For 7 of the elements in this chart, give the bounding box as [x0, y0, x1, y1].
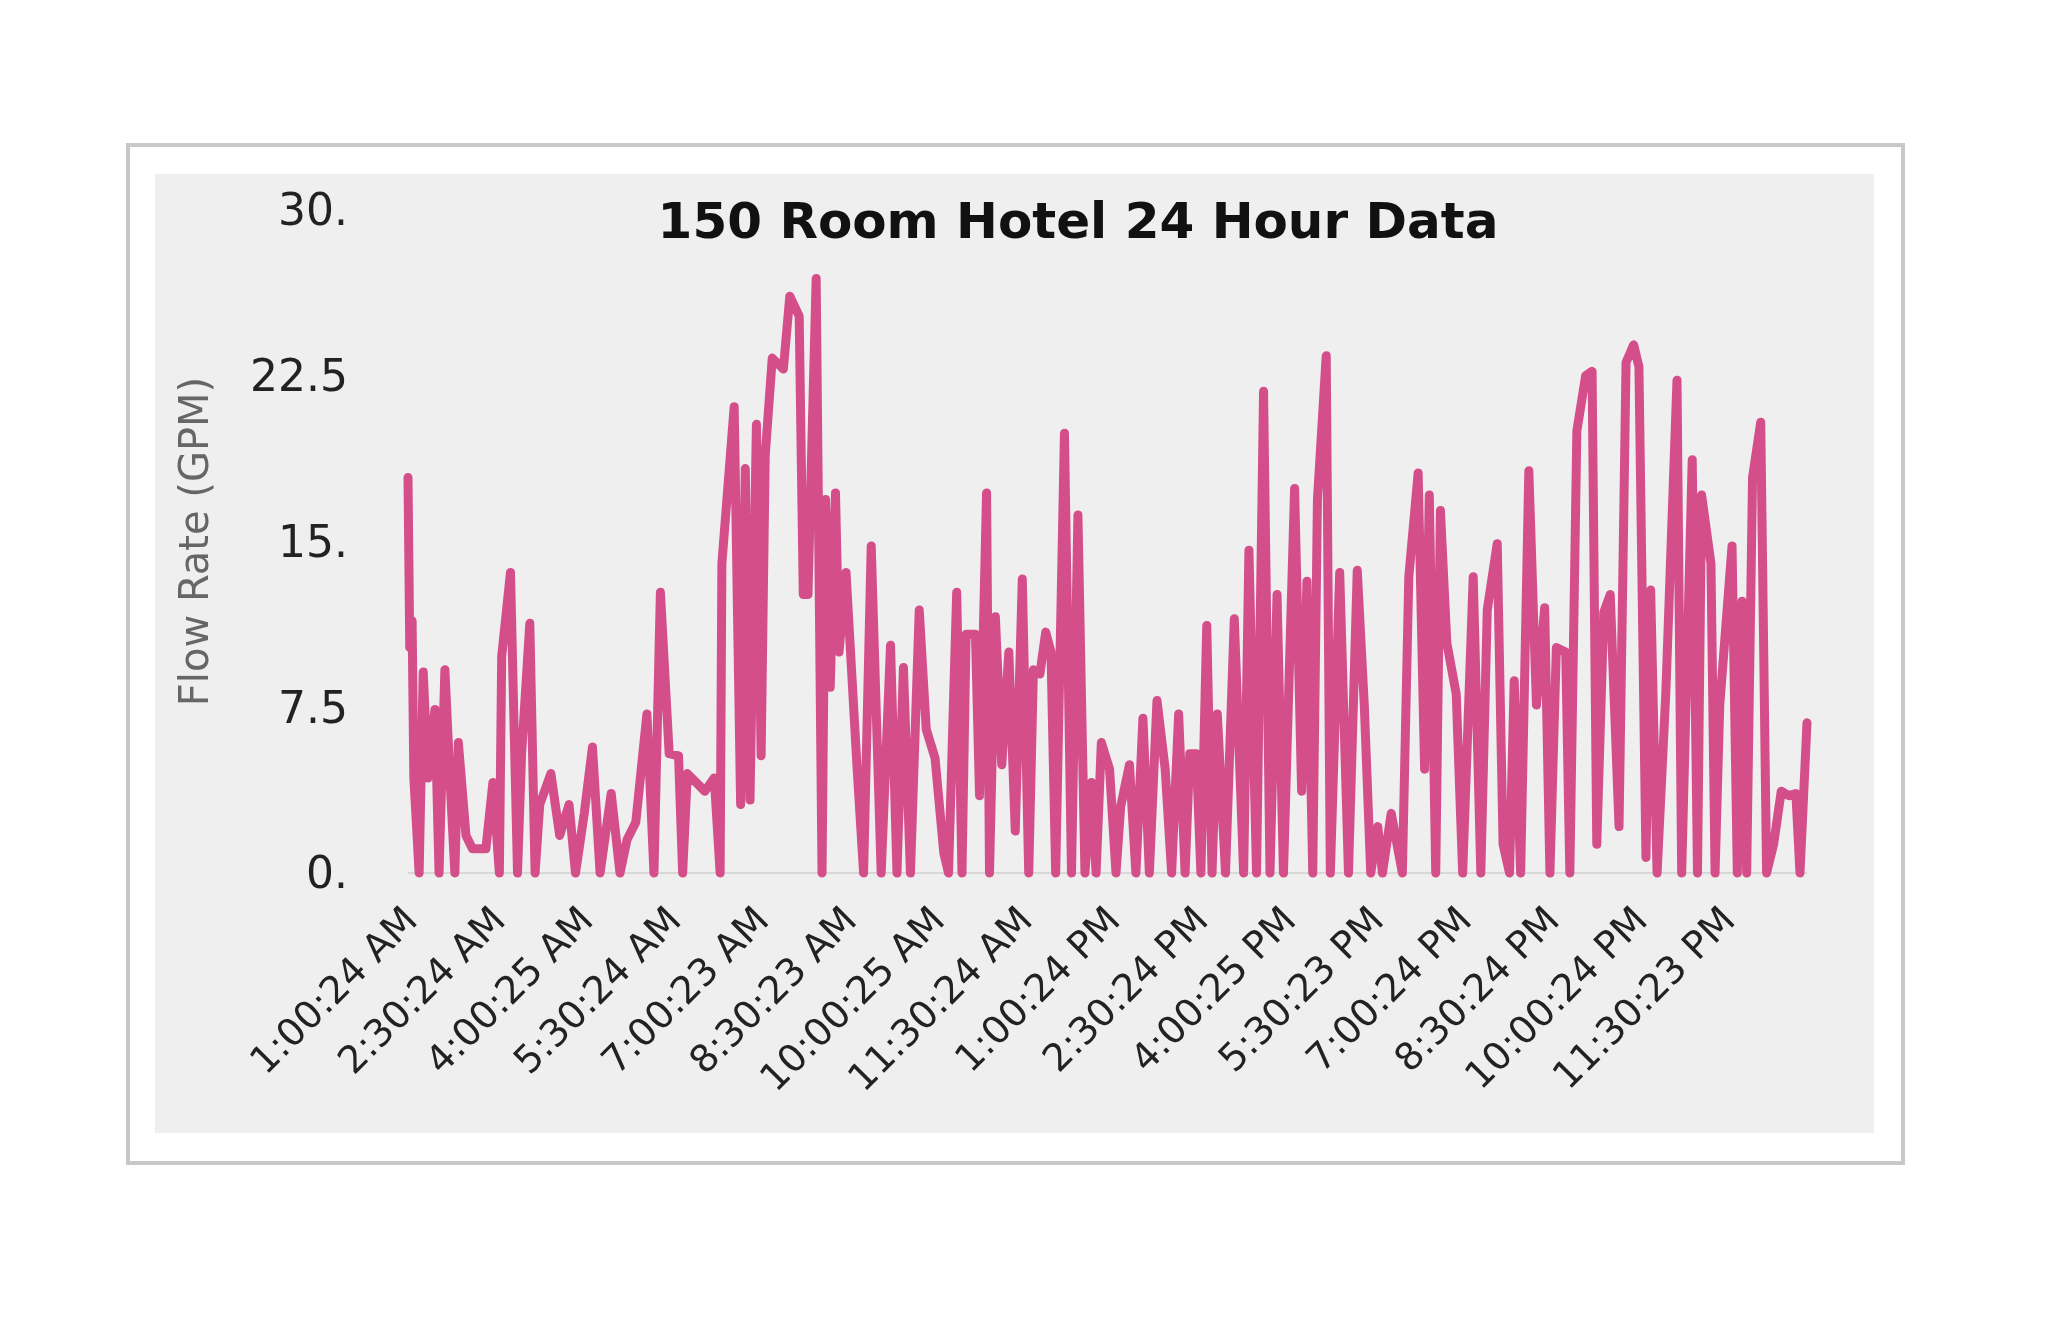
y-tick-label: 0.: [306, 847, 348, 899]
y-tick-label: 22.5: [250, 350, 348, 402]
y-tick-label: 7.5: [278, 681, 348, 733]
chart-title: 150 Room Hotel 24 Hour Data: [657, 192, 1499, 250]
y-tick-label: 15.: [278, 515, 348, 567]
y-axis-title: Flow Rate (GPM): [171, 376, 217, 707]
y-tick-label: 30.: [278, 184, 348, 236]
